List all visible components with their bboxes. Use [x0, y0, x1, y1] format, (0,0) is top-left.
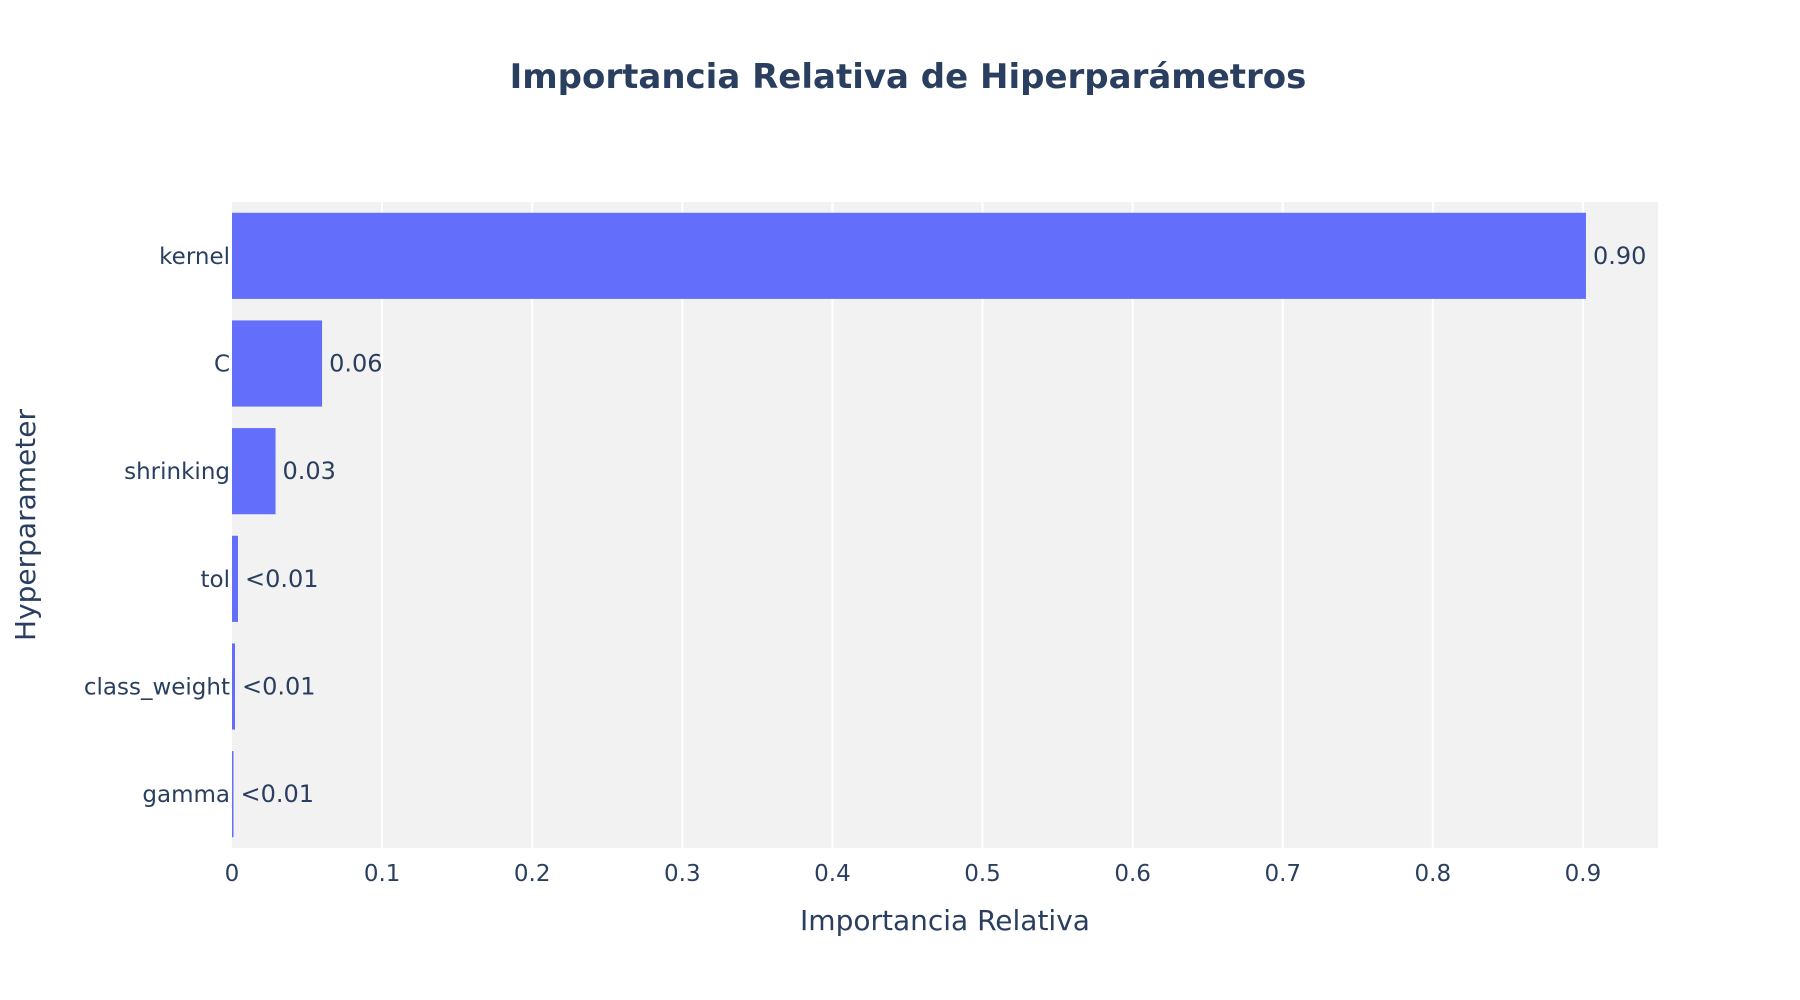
x-tick-label: 0.7: [1264, 861, 1301, 887]
bar-shrinking: [232, 428, 276, 515]
y-axis-title: Hyperparameter: [9, 409, 42, 641]
y-tick-label: class_weight: [84, 675, 230, 701]
bar-tol: [232, 535, 239, 622]
y-tick-label: shrinking: [124, 459, 230, 485]
x-tick-label: 0.6: [1114, 861, 1151, 887]
x-tick-label: 0.2: [514, 861, 551, 887]
bar-value-label: 0.90: [1593, 242, 1646, 270]
x-axis-tick-labels: 0 0.1 0.2 0.3 0.4 0.5 0.6 0.7 0.8 0.9: [225, 861, 1602, 887]
x-axis-title: Importancia Relativa: [800, 904, 1090, 937]
bar-value-label: 0.06: [329, 350, 382, 378]
bar-value-label: <0.01: [242, 673, 316, 701]
x-tick-label: 0.1: [364, 861, 401, 887]
bar-kernel: [232, 212, 1586, 299]
bars: [232, 212, 1586, 838]
bar-class-weight: [232, 643, 236, 730]
gridlines: [381, 202, 1584, 848]
plot-area: [232, 202, 1658, 848]
y-tick-label: kernel: [159, 244, 230, 270]
chart-title: Importancia Relativa de Hiperparámetros: [510, 57, 1307, 97]
x-tick-label: 0.5: [964, 861, 1001, 887]
bar-value-label: 0.03: [283, 457, 336, 485]
bar-gamma: [232, 751, 234, 838]
bar-labels: 0.90 0.06 0.03 <0.01 <0.01 <0.01: [241, 242, 1647, 808]
x-tick-label: 0.8: [1415, 861, 1452, 887]
y-tick-label: C: [214, 352, 230, 378]
x-tick-label: 0.9: [1565, 861, 1602, 887]
y-tick-label: tol: [201, 567, 230, 593]
bar-value-label: <0.01: [245, 565, 319, 593]
x-tick-label: 0: [225, 861, 240, 887]
x-tick-label: 0.4: [814, 861, 851, 887]
bar-c: [232, 320, 323, 407]
bar-value-label: <0.01: [241, 780, 315, 808]
x-tick-label: 0.3: [664, 861, 701, 887]
y-tick-label: gamma: [142, 782, 230, 808]
